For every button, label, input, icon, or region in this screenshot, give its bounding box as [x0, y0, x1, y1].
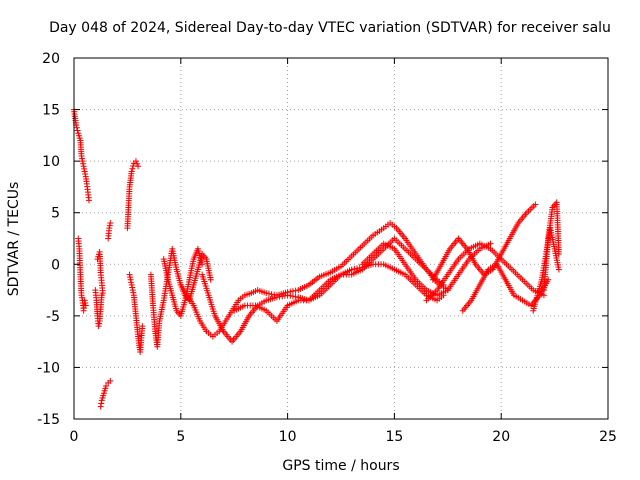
x-tick-label: 10: [279, 429, 297, 445]
x-tick-label: 0: [70, 429, 79, 445]
data-point: [78, 152, 85, 159]
data-point-interp: [79, 155, 86, 162]
data-point: [95, 323, 102, 330]
data-point: [273, 294, 280, 301]
data-point-interp: [268, 291, 275, 298]
data-point: [263, 290, 270, 297]
y-tick-label: 10: [42, 154, 60, 170]
data-point-interp: [74, 127, 81, 134]
data-point-interp: [356, 264, 363, 271]
data-point: [106, 225, 113, 232]
data-point-interp: [82, 171, 89, 178]
data-point-interp: [98, 400, 105, 407]
data-point: [199, 261, 206, 268]
data-point: [132, 158, 139, 165]
data-point-interp: [129, 284, 136, 291]
data-point-interp: [127, 276, 134, 283]
data-point-interp: [289, 288, 296, 295]
data-point-interp: [265, 290, 272, 297]
data-point-interp: [281, 292, 288, 299]
data-point-interp: [292, 293, 299, 300]
data-point-interp: [80, 160, 87, 167]
data-point: [532, 201, 539, 208]
data-point-interp: [292, 287, 299, 294]
data-point: [80, 163, 87, 170]
data-point: [78, 292, 85, 299]
data-point-interp: [81, 168, 88, 175]
data-point: [284, 292, 291, 299]
y-tick-label: 0: [51, 257, 60, 273]
data-point: [82, 302, 89, 309]
data-point: [107, 377, 114, 384]
y-axis-label: SDTVAR / TECUs: [6, 182, 22, 297]
data-point: [85, 197, 92, 204]
x-tick-label: 20: [492, 429, 510, 445]
y-tick-label: -15: [37, 412, 60, 428]
data-point: [545, 276, 552, 283]
data-point: [81, 297, 88, 304]
y-tick-label: 20: [42, 51, 60, 67]
plot-frame: [73, 57, 609, 420]
data-point: [107, 220, 114, 227]
data-point-interp: [73, 124, 80, 131]
y-tick-label: 15: [42, 103, 60, 119]
data-point: [555, 250, 562, 257]
data-point: [348, 266, 355, 273]
y-tick-label: -10: [37, 360, 60, 376]
data-point-interp: [79, 294, 86, 301]
data-point: [99, 290, 106, 297]
data-point: [97, 403, 104, 410]
data-point-interp: [354, 265, 361, 272]
data-point-interp: [81, 165, 88, 172]
data-point-interp: [130, 289, 137, 296]
data-point-interp: [128, 279, 135, 286]
data-point-interp: [287, 292, 294, 299]
data-point: [135, 163, 142, 170]
data-point-interp: [351, 265, 358, 272]
data-point: [128, 281, 135, 288]
data-point-interp: [134, 160, 141, 167]
axis-ticks: 0 5 10 15 20 25 -15 -10 -5 0 5 10 15 20: [37, 51, 617, 445]
data-point-interp: [82, 299, 89, 306]
data-point: [128, 168, 135, 175]
data-point-interp: [129, 165, 136, 172]
y-tick-label: 5: [51, 206, 60, 222]
data-point-interp: [127, 274, 134, 281]
data-marks: [71, 106, 562, 410]
data-point-interp: [79, 158, 86, 165]
x-tick-label: 25: [599, 429, 617, 445]
data-point-interp: [276, 293, 283, 300]
chart-title: Day 048 of 2024, Sidereal Day-to-day VTE…: [49, 20, 611, 36]
data-point-interp: [96, 320, 103, 327]
data-point-interp: [129, 287, 136, 294]
data-point: [103, 382, 110, 389]
data-point: [207, 276, 214, 283]
data-point-interp: [106, 222, 113, 229]
x-axis-label: GPS time / hours: [282, 458, 399, 474]
x-tick-label: 15: [385, 429, 403, 445]
data-point-interp: [289, 293, 296, 300]
data-point-interp: [279, 293, 286, 300]
grid: [74, 58, 608, 419]
data-point: [139, 323, 146, 330]
data-point: [487, 240, 494, 247]
data-point: [555, 266, 562, 273]
data-point: [126, 271, 133, 278]
y-tick-label: -5: [46, 309, 60, 325]
x-tick-label: 5: [176, 429, 185, 445]
